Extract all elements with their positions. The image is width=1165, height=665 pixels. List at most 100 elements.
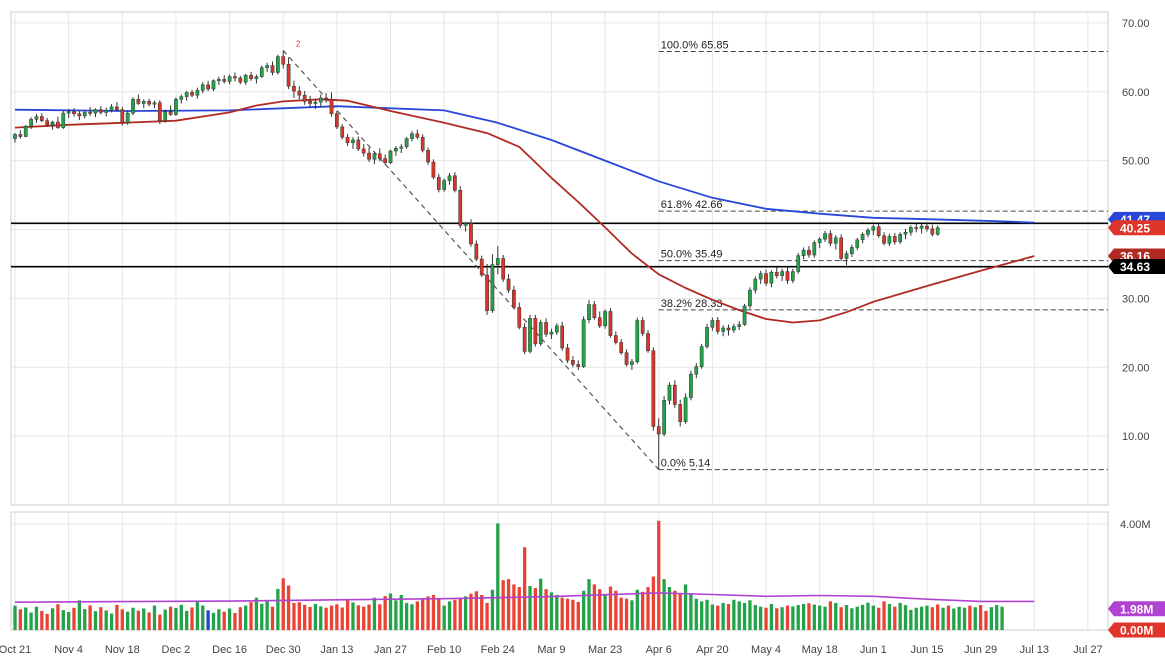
candle-body (581, 319, 586, 367)
volume-bar (45, 613, 49, 630)
candle-body (839, 237, 843, 259)
candle-body (662, 400, 666, 435)
candle-body (318, 97, 323, 103)
candle-body (737, 324, 742, 327)
candle-body (88, 112, 92, 114)
candle-body (930, 228, 935, 235)
volume-bar (512, 584, 516, 630)
time-tick-label: Jun 29 (964, 644, 997, 656)
volume-bar (490, 589, 495, 630)
candle-body (335, 113, 339, 128)
volume-bar (919, 606, 924, 630)
volume-bar (608, 586, 613, 630)
candle-body (753, 278, 758, 291)
candle-body (179, 96, 184, 100)
volume-bar (131, 607, 135, 630)
candle-body (77, 113, 82, 117)
candle-body (184, 92, 189, 97)
volume-bar (72, 607, 76, 630)
candle-body (93, 109, 98, 114)
volume-bar (641, 591, 645, 630)
candle-body (769, 271, 774, 284)
candle-body (410, 133, 414, 139)
volume-bar (142, 608, 146, 630)
volume-bar (399, 595, 403, 630)
candle-body (533, 318, 538, 345)
volume-bar (834, 602, 838, 630)
candle-body (238, 77, 243, 83)
volume-bar (710, 604, 715, 630)
candle-body (233, 76, 237, 79)
candle-body (206, 84, 210, 90)
time-tick-label: Nov 4 (54, 644, 83, 656)
volume-bar (324, 607, 328, 630)
volume-bar (533, 588, 538, 630)
volume-bar (818, 605, 822, 630)
candle-body (195, 90, 200, 96)
volume-bar (995, 605, 999, 630)
candle-body (624, 352, 629, 365)
volume-tick-label: 4.00M (1120, 519, 1151, 531)
volume-bar (968, 605, 972, 630)
volume-bar (308, 606, 312, 630)
volume-bar (1000, 606, 1004, 630)
volume-bar (249, 602, 253, 630)
volume-bar (844, 605, 849, 630)
candle-body (377, 153, 382, 159)
candle-body (925, 225, 929, 230)
candle-body (882, 235, 886, 244)
price-tick-label: 60.00 (1122, 87, 1150, 99)
volume-bar (201, 605, 205, 630)
volume-bar (362, 606, 366, 630)
candle-body (522, 327, 527, 352)
candle-body (23, 125, 28, 137)
candle-body (646, 333, 650, 351)
candle-body (726, 327, 731, 331)
volume-bar (195, 601, 200, 630)
volume-bar (662, 579, 666, 630)
price-tick-label: 30.00 (1122, 293, 1150, 305)
volume-bar (528, 585, 532, 630)
candle-body (13, 134, 17, 139)
volume-bar (351, 602, 355, 630)
candle-body (66, 111, 71, 114)
volume-bar (136, 610, 141, 630)
candle-body (866, 229, 870, 235)
volume-bar (388, 593, 393, 630)
candle-body (833, 237, 838, 244)
volume-bar (925, 605, 929, 630)
candle-body (447, 175, 452, 181)
volume-bar (99, 607, 103, 630)
volume-bar (555, 595, 559, 630)
candle-body (115, 106, 119, 110)
candle-body (495, 258, 500, 265)
volume-bar (426, 596, 430, 630)
volume-bar (480, 595, 484, 630)
candle-body (270, 65, 275, 73)
candle-body (259, 67, 264, 77)
volume-bar (303, 604, 307, 630)
candle-body (152, 102, 157, 105)
candle-body (651, 350, 656, 427)
volume-bar (635, 589, 639, 630)
volume-bar (168, 606, 173, 630)
volume-bar (329, 605, 334, 630)
volume-bar (163, 609, 167, 630)
volume-bar (657, 520, 661, 630)
volume-bar (592, 584, 597, 630)
candle-body (758, 273, 763, 280)
volume-bar (860, 604, 865, 630)
candle-body (587, 304, 591, 320)
volume-bar (421, 599, 425, 630)
candle-body (302, 94, 307, 102)
price-badge-label: 40.25 (1120, 221, 1150, 235)
volume-bar (909, 609, 913, 630)
volume-bar (345, 600, 350, 630)
volume-bar (276, 588, 280, 630)
volume-bar (211, 612, 216, 630)
candle-body (243, 74, 248, 83)
candle-body (898, 234, 902, 243)
volume-bar (898, 602, 902, 630)
volume-bar (721, 602, 725, 630)
candle-body (313, 101, 318, 104)
